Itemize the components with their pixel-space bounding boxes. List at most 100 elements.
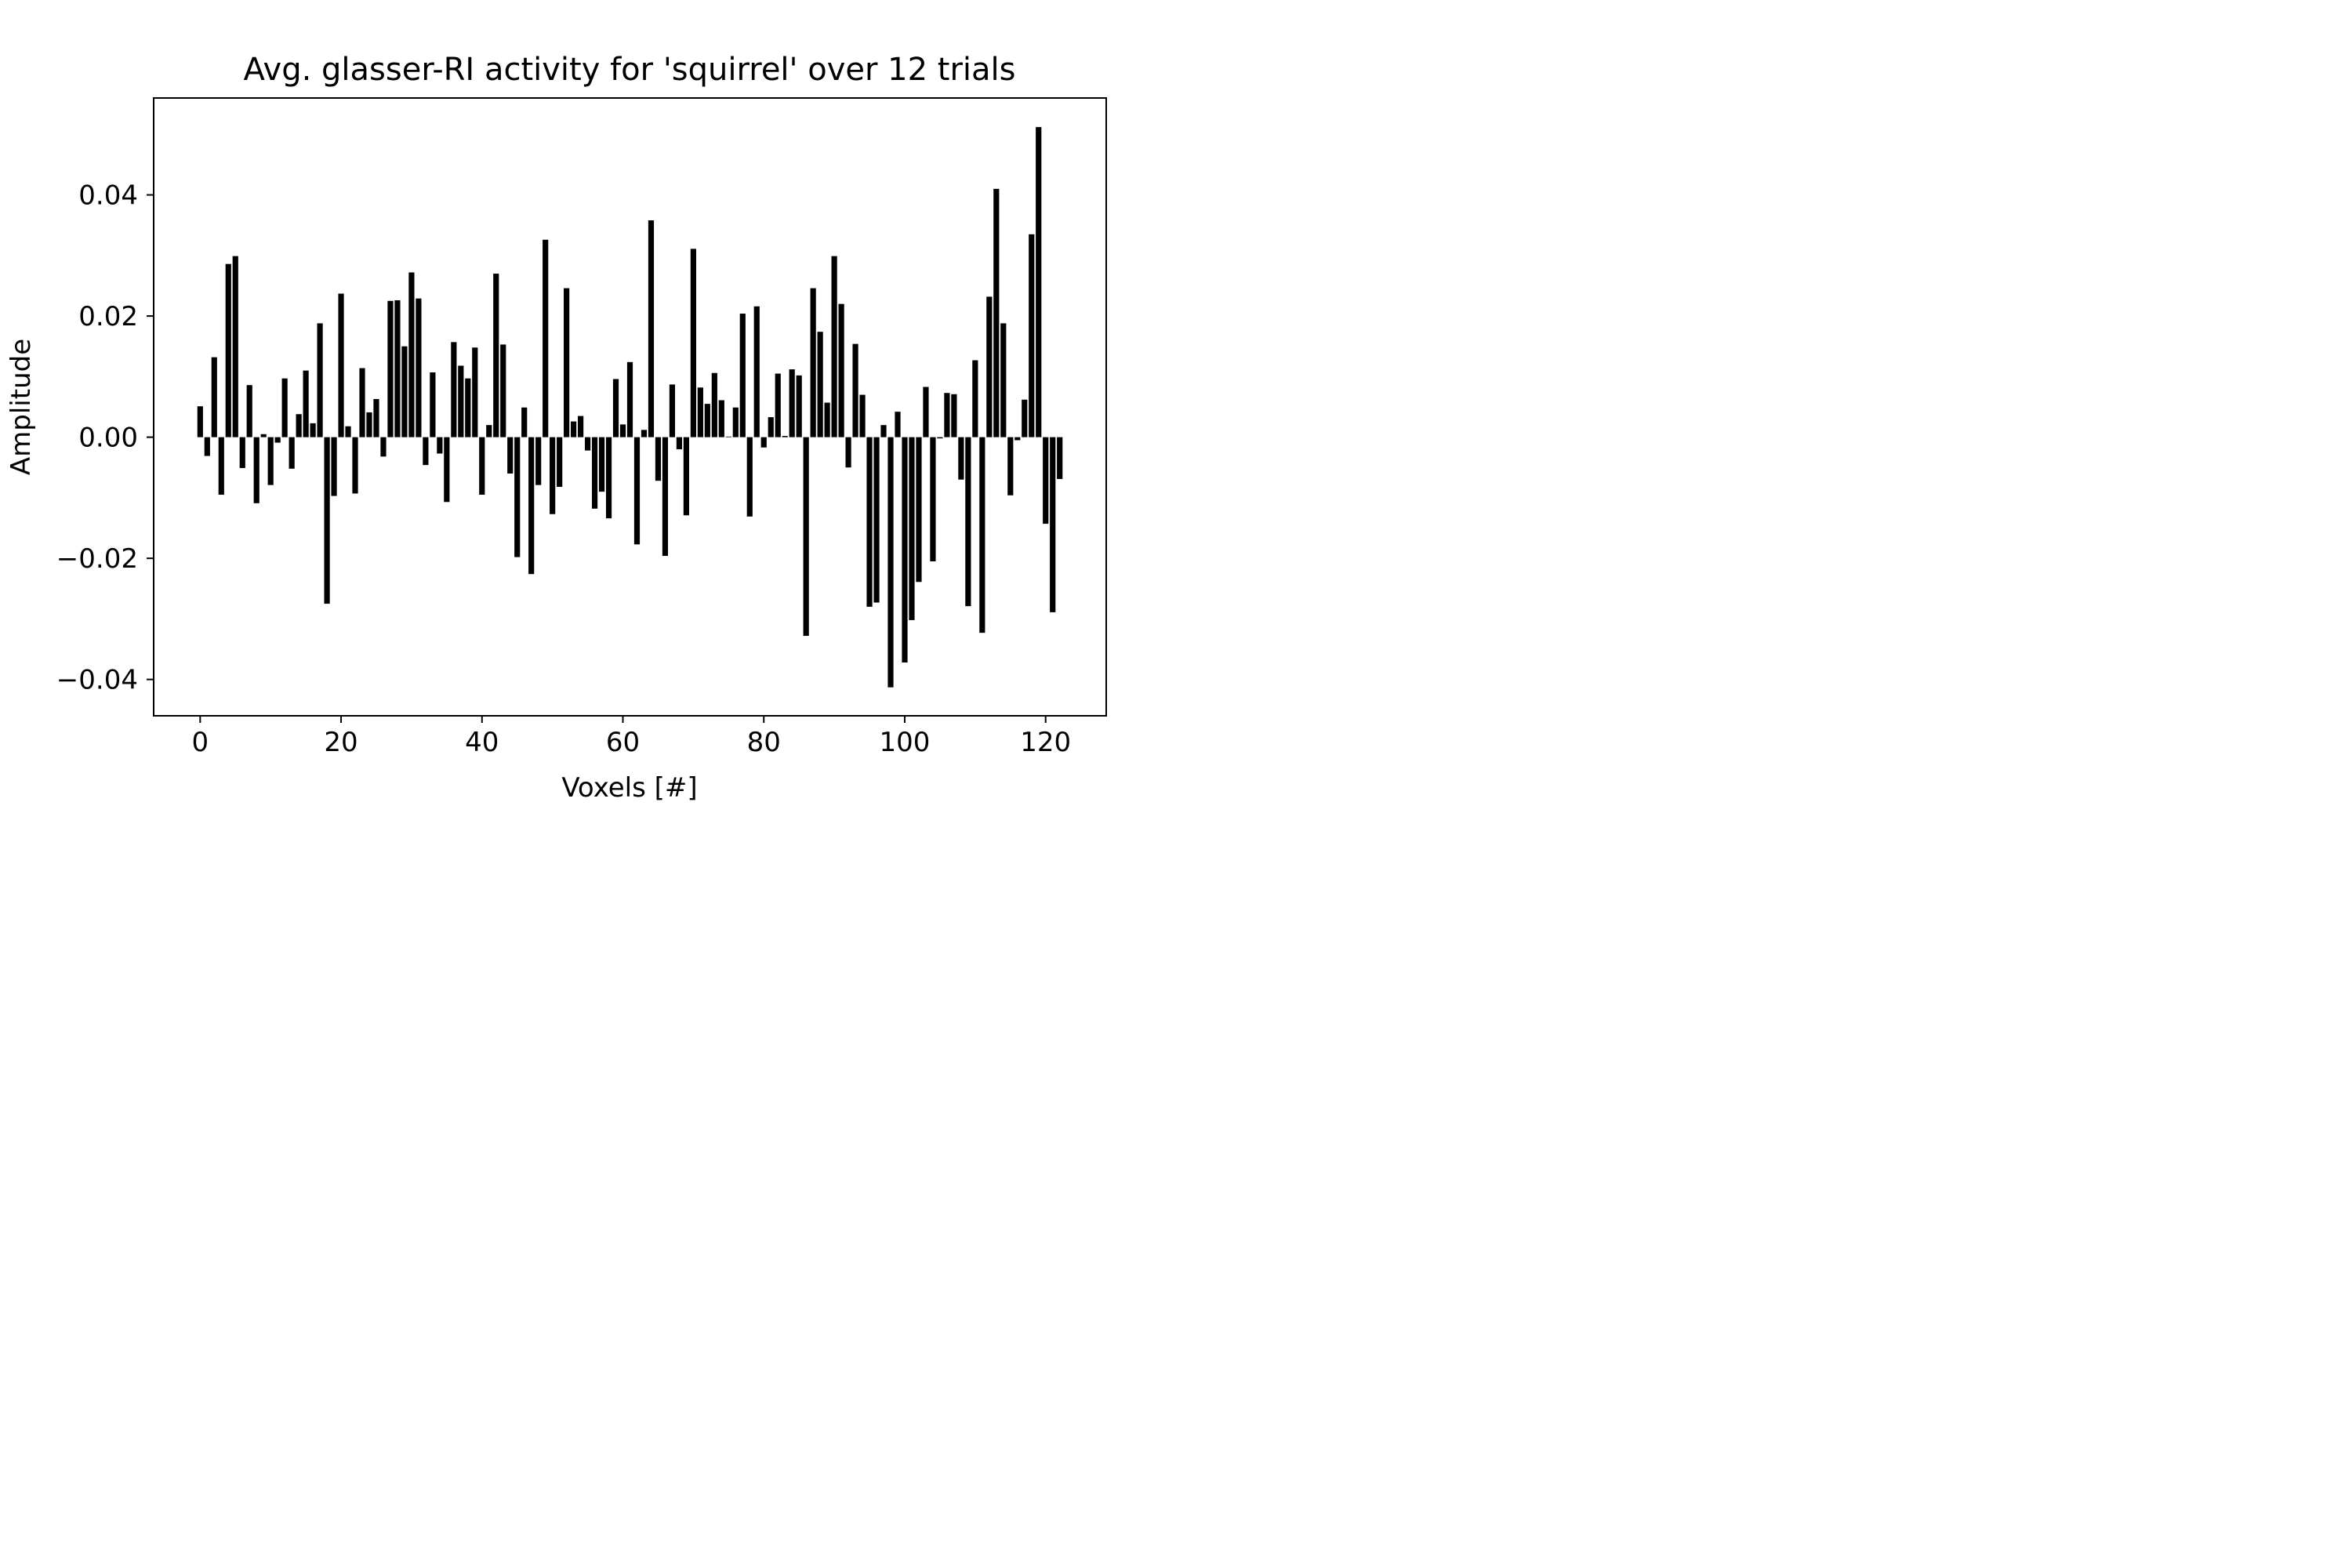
bar-voxel-103 — [923, 387, 929, 437]
bar-voxel-64 — [648, 220, 655, 437]
bar-voxel-6 — [239, 437, 245, 469]
bar-voxel-110 — [972, 360, 978, 437]
bar-voxel-93 — [852, 343, 858, 437]
bar-voxel-101 — [909, 437, 915, 620]
bar-voxel-7 — [246, 385, 252, 437]
bar-voxel-25 — [373, 398, 379, 437]
bar-voxel-70 — [690, 249, 696, 437]
bar-voxel-23 — [359, 368, 365, 437]
bar-voxel-29 — [401, 346, 408, 437]
bar-voxel-33 — [430, 372, 436, 437]
bar-voxel-8 — [253, 437, 260, 503]
bar-voxel-0 — [197, 406, 203, 437]
bar-voxel-96 — [873, 437, 880, 603]
bar-voxel-79 — [753, 306, 760, 437]
x-tick-label: 40 — [465, 727, 499, 758]
bar-voxel-14 — [296, 414, 302, 437]
bar-voxel-118 — [1029, 234, 1035, 437]
x-axis-label: Voxels [#] — [561, 772, 697, 804]
bar-voxel-4 — [225, 263, 231, 437]
bar-voxel-100 — [902, 437, 908, 663]
bar-voxel-20 — [338, 293, 344, 437]
bar-voxel-28 — [394, 300, 401, 437]
bar-voxel-113 — [993, 188, 1000, 437]
bar-voxel-69 — [683, 437, 689, 516]
bar-voxel-32 — [423, 437, 429, 466]
bar-voxel-53 — [571, 421, 577, 437]
chart-title: Avg. glasser-RI activity for 'squirrel' … — [244, 52, 1016, 88]
bar-voxel-58 — [605, 437, 612, 519]
bar-voxel-106 — [944, 393, 950, 437]
bar-voxel-66 — [662, 437, 669, 557]
bar-voxel-43 — [500, 344, 506, 437]
bar-voxel-16 — [310, 423, 316, 437]
bar-voxel-107 — [951, 394, 957, 437]
bar-voxel-82 — [775, 373, 781, 437]
bar-voxel-10 — [267, 437, 274, 485]
x-tick-label: 100 — [880, 727, 931, 758]
bar-voxel-30 — [408, 272, 415, 437]
bar-voxel-73 — [711, 372, 717, 437]
bar-voxel-89 — [824, 402, 830, 437]
bar-voxel-5 — [232, 256, 238, 437]
bar-voxel-54 — [578, 416, 584, 437]
bar-voxel-51 — [557, 437, 563, 487]
bar-voxel-48 — [535, 437, 542, 485]
x-tick-label: 120 — [1020, 727, 1071, 758]
plot-frame — [153, 97, 1107, 717]
bar-voxel-60 — [619, 424, 626, 437]
bar-voxel-85 — [796, 375, 802, 437]
bar-voxel-17 — [317, 323, 323, 437]
bar-voxel-98 — [887, 437, 894, 688]
bar-voxel-78 — [746, 437, 753, 517]
bar-voxel-47 — [528, 437, 535, 575]
y-tick-label: −0.02 — [56, 543, 138, 575]
bar-voxel-31 — [416, 298, 422, 437]
bar-voxel-116 — [1014, 437, 1021, 441]
bar-voxel-117 — [1022, 399, 1028, 437]
bar-voxel-41 — [486, 425, 492, 437]
bar-voxel-94 — [859, 394, 866, 437]
bar-voxel-49 — [543, 239, 549, 437]
bar-voxel-105 — [937, 437, 943, 439]
bar-voxel-45 — [514, 437, 521, 557]
bar-voxel-50 — [550, 437, 556, 514]
bar-voxel-71 — [697, 387, 703, 437]
x-tick-label: 20 — [324, 727, 358, 758]
bar-voxel-88 — [817, 332, 823, 437]
bar-voxel-80 — [760, 437, 767, 448]
bar-voxel-34 — [437, 437, 443, 454]
bar-voxel-87 — [810, 288, 816, 437]
bar-voxel-74 — [718, 400, 724, 437]
bar-voxel-62 — [633, 437, 641, 545]
bar-voxel-99 — [895, 412, 901, 437]
bar-chart: Avg. glasser-RI activity for 'squirrel' … — [5, 52, 1107, 804]
bar-voxel-13 — [289, 437, 295, 469]
y-tick-label: 0.02 — [78, 301, 138, 332]
ticks-layer: 0 20 40 60 80 100 120 −0.04 −0.02 0.00 0.02 0.04 — [56, 180, 1071, 758]
bar-voxel-39 — [472, 347, 478, 437]
bar-voxel-115 — [1007, 437, 1014, 495]
x-tick-label: 60 — [606, 727, 640, 758]
bar-voxel-68 — [676, 437, 682, 450]
bar-voxel-57 — [598, 437, 605, 492]
bar-voxel-91 — [838, 303, 844, 437]
bar-voxel-35 — [444, 437, 450, 503]
y-tick-label: −0.04 — [56, 665, 138, 696]
bar-voxel-24 — [366, 412, 372, 437]
bar-voxel-77 — [739, 314, 746, 437]
bar-voxel-9 — [260, 434, 267, 437]
bar-voxel-102 — [916, 437, 922, 583]
bar-voxel-52 — [564, 288, 570, 437]
bar-voxel-42 — [493, 274, 499, 437]
bar-voxel-44 — [507, 437, 514, 474]
bar-voxel-83 — [782, 436, 788, 437]
bar-voxel-1 — [204, 437, 210, 456]
bar-voxel-114 — [1000, 323, 1007, 437]
bar-voxel-40 — [479, 437, 485, 495]
bar-voxel-59 — [612, 379, 619, 437]
bar-voxel-21 — [345, 426, 351, 437]
bar-voxel-97 — [880, 425, 887, 437]
bar-voxel-46 — [521, 407, 528, 437]
bar-voxel-11 — [274, 437, 281, 443]
